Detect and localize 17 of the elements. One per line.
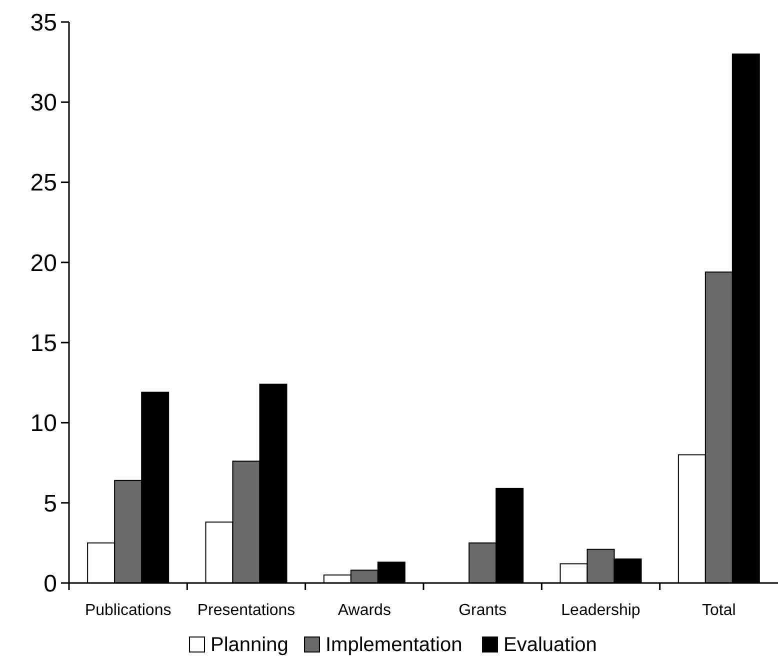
x-tick-label: Presentations bbox=[197, 602, 296, 619]
x-tick-label: Leadership bbox=[561, 602, 640, 619]
legend-label: Planning bbox=[210, 634, 288, 656]
y-tick-label: 10 bbox=[30, 410, 57, 438]
y-tick-label: 35 bbox=[30, 9, 57, 36]
x-tick-label: Awards bbox=[338, 602, 391, 619]
y-tick-label: 20 bbox=[30, 250, 57, 277]
x-tick-label: Publications bbox=[84, 602, 172, 619]
y-tick-label: 15 bbox=[30, 330, 57, 357]
y-tick-label: 5 bbox=[44, 490, 57, 518]
y-tick-label: 0 bbox=[44, 570, 57, 598]
legend-label: Evaluation bbox=[504, 634, 597, 656]
x-tick-label: Grants bbox=[458, 602, 507, 619]
x-tick-label: Total bbox=[702, 602, 736, 619]
legend-label: Implementation bbox=[326, 634, 462, 656]
y-tick-label: 25 bbox=[30, 170, 57, 197]
y-tick-label: 30 bbox=[30, 90, 57, 117]
